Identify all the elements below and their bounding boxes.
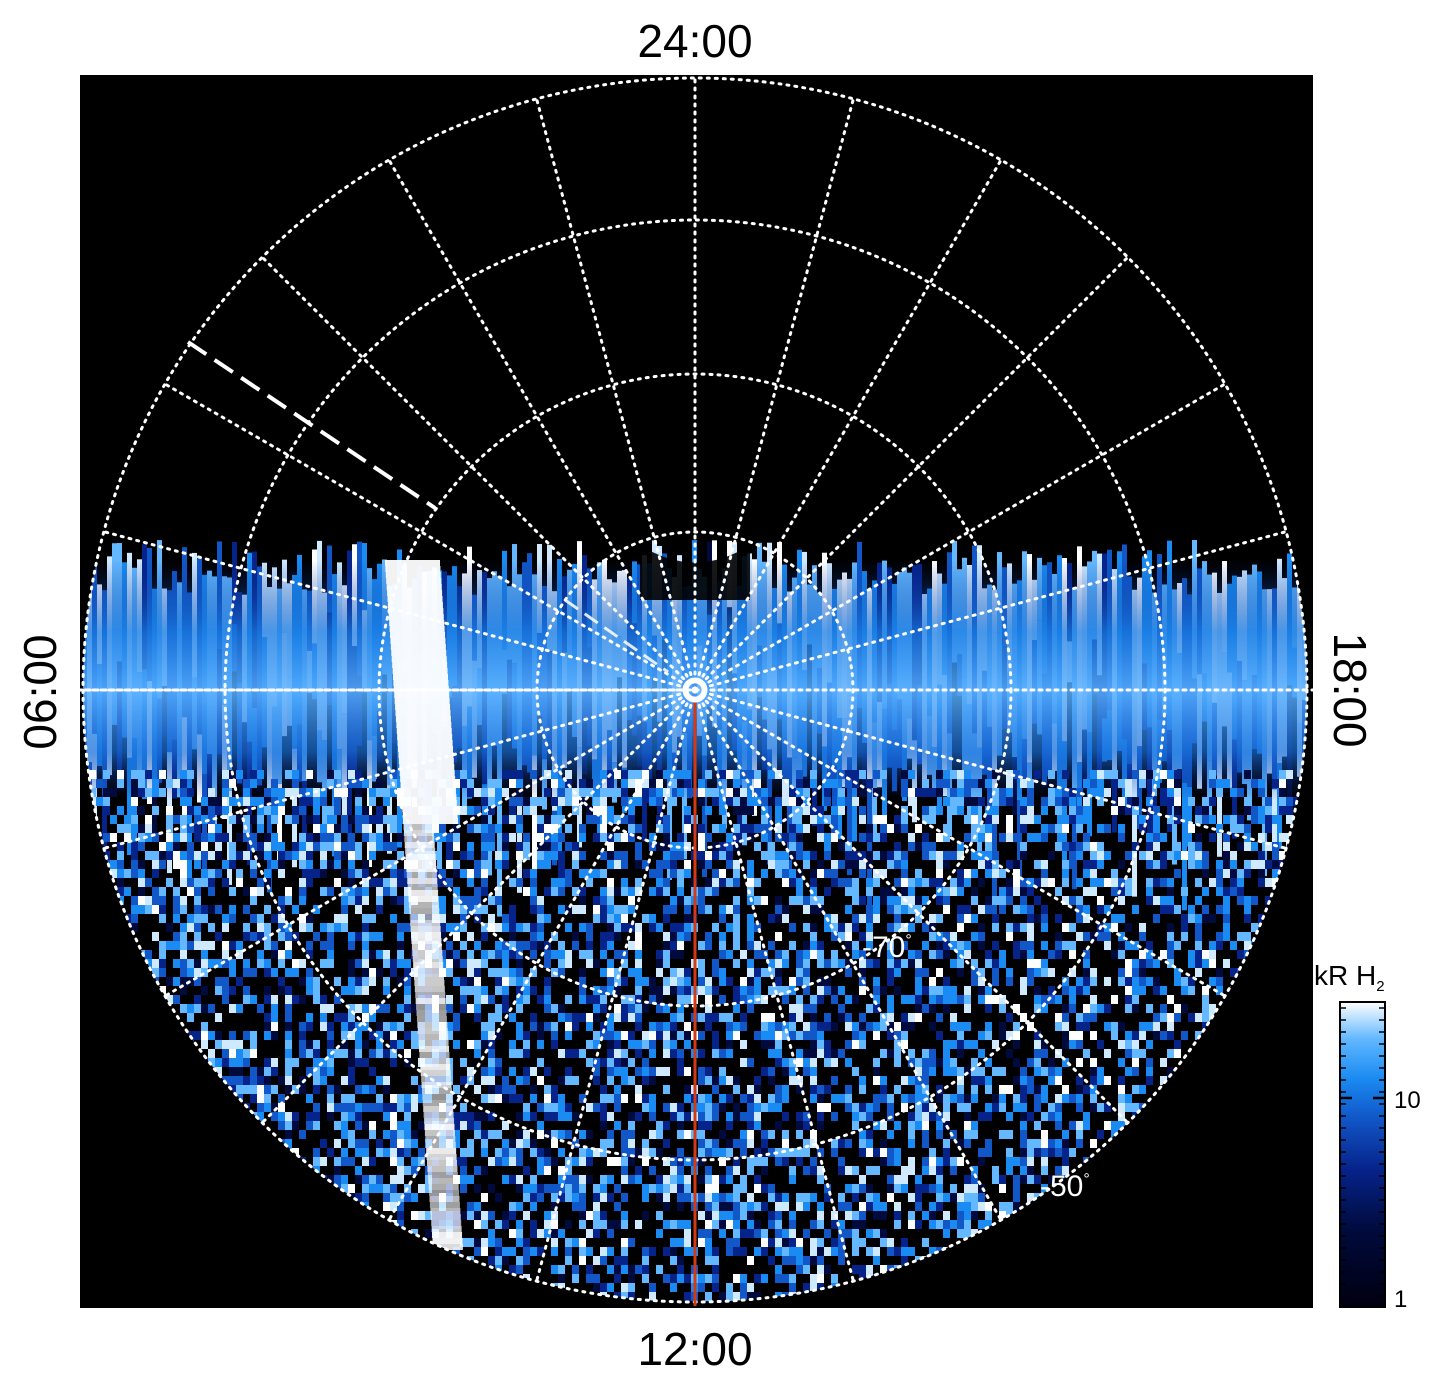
local-time-label-top: 24:00 <box>637 15 752 67</box>
local-time-meridian <box>693 158 1003 692</box>
local-time-meridian <box>693 688 1130 1125</box>
circle-dot-icon <box>682 677 708 703</box>
dashed-reference-line-inner <box>564 598 669 674</box>
local-time-meridian <box>693 688 1288 850</box>
local-time-meridian <box>163 382 697 692</box>
local-time-meridian <box>102 530 697 692</box>
colorbar-gradient <box>1339 1001 1386 1308</box>
local-time-meridian <box>693 97 855 692</box>
local-time-meridian <box>535 688 697 1283</box>
local-time-label-left: 06:00 <box>14 634 66 749</box>
local-time-meridian <box>693 688 1227 998</box>
local-time-meridian <box>387 688 697 1222</box>
local-time-meridian <box>693 382 1227 692</box>
colorbar-minor-ticks <box>1340 1007 1385 1297</box>
local-time-meridian <box>693 530 1288 692</box>
latitude-label-outer: -50° <box>1040 1170 1090 1203</box>
dashed-reference-line <box>186 340 437 510</box>
local-time-meridian <box>693 688 1003 1222</box>
local-time-meridian <box>693 688 855 1283</box>
local-time-meridian <box>535 97 697 692</box>
latitude-label-inner: -70° <box>862 931 912 964</box>
local-time-meridian <box>260 688 697 1125</box>
local-time-meridian <box>387 158 697 692</box>
local-time-label-bottom: 12:00 <box>637 1323 752 1375</box>
local-time-meridian <box>260 255 697 692</box>
colorbar-tick-label-1: 1 <box>1394 1286 1407 1313</box>
local-time-label-right: 18:00 <box>1324 632 1376 747</box>
colorbar-tick-label-10: 10 <box>1394 1087 1421 1114</box>
local-time-meridian <box>693 255 1130 692</box>
colorbar-title: kR H2 <box>1314 960 1385 995</box>
colorbar: kR H2 10 1 <box>1314 960 1421 1313</box>
local-time-meridian <box>163 688 697 998</box>
local-time-meridian <box>102 688 697 850</box>
